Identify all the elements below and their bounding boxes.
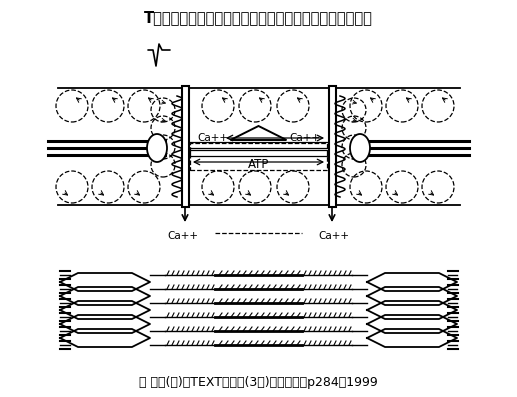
Text: T管と筋小胞体および筋フィラメントの位置を示す模式図: T管と筋小胞体および筋フィラメントの位置を示す模式図 xyxy=(144,10,372,25)
Text: Ca++: Ca++ xyxy=(168,231,199,241)
Ellipse shape xyxy=(350,134,370,162)
Ellipse shape xyxy=(147,134,167,162)
Text: 堀 清記(編)、TEXT生理学(3版)、南山堂、p284、1999: 堀 清記(編)、TEXT生理学(3版)、南山堂、p284、1999 xyxy=(139,376,377,389)
Bar xyxy=(190,143,327,170)
Text: Ca++: Ca++ xyxy=(289,133,320,143)
Bar xyxy=(329,86,336,207)
Bar xyxy=(182,86,189,207)
Text: ATP: ATP xyxy=(248,158,269,172)
Bar xyxy=(190,150,327,156)
Text: Ca++: Ca++ xyxy=(197,133,228,143)
Text: Ca++: Ca++ xyxy=(318,231,349,241)
